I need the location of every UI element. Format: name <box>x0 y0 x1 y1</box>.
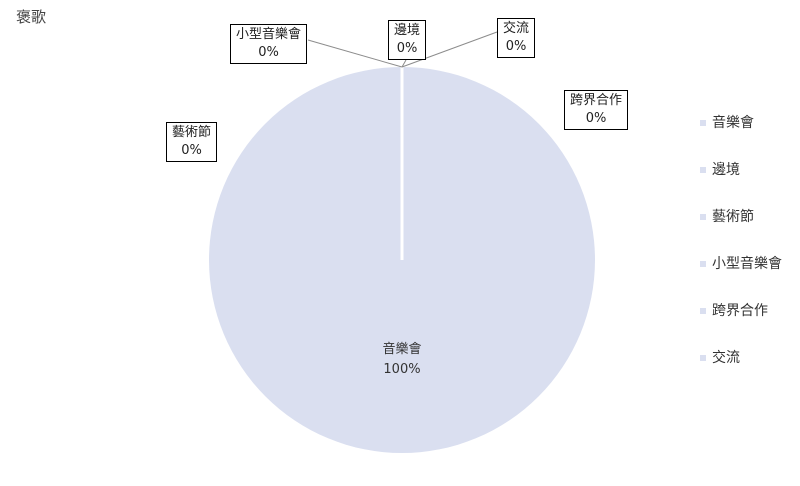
callout-跨界合作: 跨界合作 0% <box>564 90 629 130</box>
callout-藝術節: 藝術節 0% <box>166 122 218 162</box>
legend-item: 藝術節 <box>700 206 782 253</box>
legend-item: 邊境 <box>700 159 782 206</box>
leader-line-邊境 <box>401 59 407 68</box>
callout-name: 邊境 <box>394 23 421 38</box>
legend-label: 音樂會 <box>712 115 754 131</box>
callout-邊境: 邊境 0% <box>388 20 427 60</box>
slice-label-name: 音樂會 <box>382 342 422 357</box>
callout-value: 0% <box>505 39 527 54</box>
legend-label: 交流 <box>712 350 740 366</box>
slice-label-音樂會: 音樂會 100% <box>352 340 452 380</box>
chart-title: 褒歌 <box>16 8 47 26</box>
legend-item: 小型音樂會 <box>700 253 782 300</box>
callout-value: 0% <box>396 41 418 56</box>
callout-name: 交流 <box>503 21 530 36</box>
callout-value: 0% <box>585 111 607 126</box>
callout-name: 跨界合作 <box>570 93 623 108</box>
legend-swatch <box>700 308 706 314</box>
legend-label: 邊境 <box>712 162 740 178</box>
leader-line-交流 <box>401 31 498 68</box>
callout-value: 0% <box>181 143 202 158</box>
legend-label: 小型音樂會 <box>712 256 782 272</box>
legend-label: 藝術節 <box>712 209 754 225</box>
legend-swatch <box>700 261 706 267</box>
legend-label: 跨界合作 <box>712 303 768 319</box>
callout-name: 小型音樂會 <box>236 27 302 42</box>
legend-item: 交流 <box>700 347 782 394</box>
legend-item: 音樂會 <box>700 112 782 159</box>
callout-name: 藝術節 <box>172 125 212 140</box>
legend: 音樂會 邊境 藝術節 小型音樂會 跨界合作 交流 <box>700 112 782 394</box>
legend-swatch <box>700 355 706 361</box>
callout-小型音樂會: 小型音樂會 0% <box>230 24 308 64</box>
legend-swatch <box>700 214 706 220</box>
legend-item: 跨界合作 <box>700 300 782 347</box>
slice-label-value: 100% <box>383 362 421 377</box>
callout-交流: 交流 0% <box>497 18 536 58</box>
leader-line-小型音樂會 <box>307 39 403 68</box>
legend-swatch <box>700 167 706 173</box>
legend-swatch <box>700 120 706 126</box>
callout-value: 0% <box>258 45 279 60</box>
